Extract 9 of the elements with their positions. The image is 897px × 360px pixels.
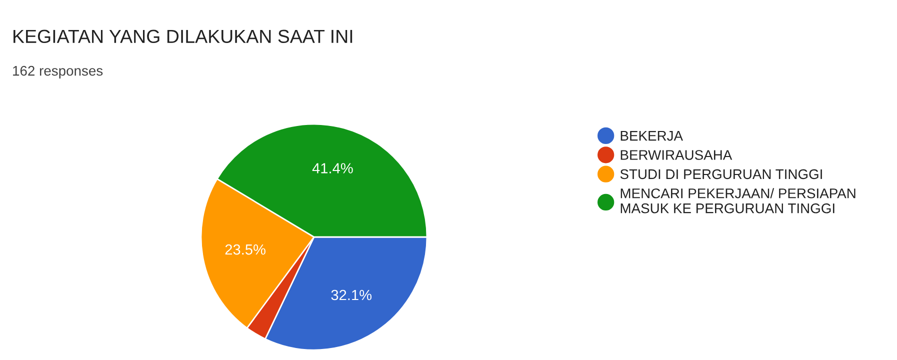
text: 162 responses bbox=[13, 66, 103, 78]
data-label: 41.4% bbox=[312, 163, 353, 174]
legend-label: STUDI DI PERGURUAN TINGGI bbox=[620, 169, 822, 180]
data-label: 32.1% bbox=[331, 290, 372, 300]
chart-title: KEGIATAN YANG DILAKUKAN SAAT INI bbox=[14, 30, 352, 44]
legend-label: BERWIRAUSAHA bbox=[620, 150, 732, 160]
legend-label: BEKERJA bbox=[620, 131, 683, 141]
legend-label: MENCARI PEKERJAAN/ PERSIAPAN MASUK KE PERGURUAN TINGGI bbox=[620, 188, 856, 214]
data-label: 23.5% bbox=[225, 244, 266, 255]
